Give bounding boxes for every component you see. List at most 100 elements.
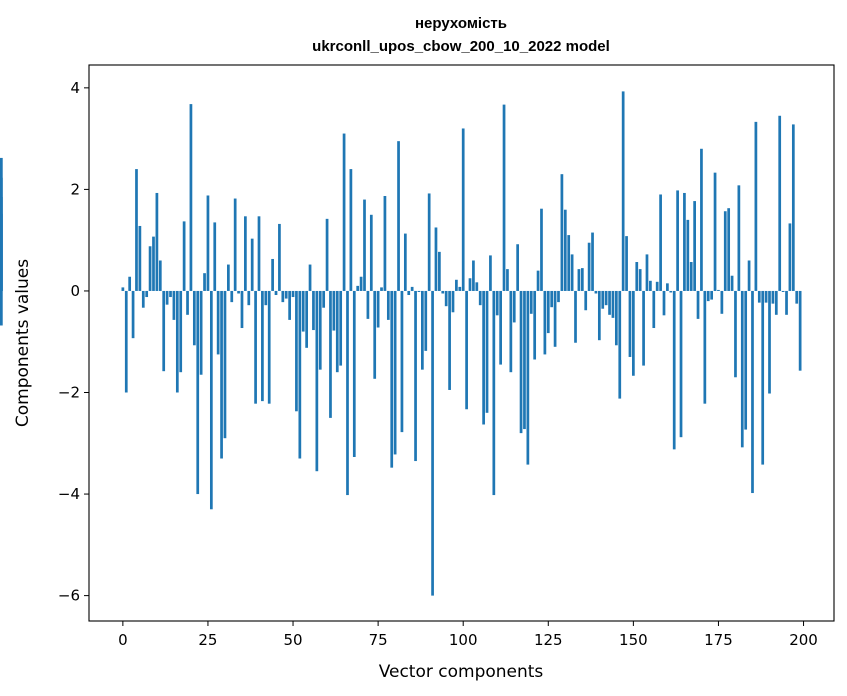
- bar: [175, 290, 179, 393]
- y-tick-label: 4: [70, 79, 80, 97]
- bar: [635, 262, 639, 291]
- bar: [550, 290, 554, 308]
- bar: [543, 290, 547, 355]
- bar: [676, 190, 679, 291]
- bar: [267, 290, 271, 404]
- bar: [686, 219, 690, 291]
- bar: [730, 275, 734, 291]
- chart-subtitle: ukrconll_upos_cbow_200_10_2022 model: [312, 38, 610, 55]
- plot-area-frame: [88, 64, 835, 622]
- bar: [761, 290, 765, 465]
- bar: [332, 290, 336, 331]
- bar: [455, 279, 458, 291]
- chart-title: нерухомість: [415, 15, 507, 32]
- bar: [754, 121, 758, 291]
- bar: [696, 290, 700, 319]
- bar: [645, 254, 649, 291]
- bar: [720, 290, 724, 314]
- bar: [723, 211, 727, 291]
- y-tick-label: 2: [70, 180, 80, 198]
- bar: [567, 235, 571, 291]
- bar: [339, 290, 343, 366]
- y-tick-label: −6: [58, 587, 80, 605]
- bar: [744, 290, 748, 430]
- bar: [192, 290, 196, 346]
- bar: [608, 290, 611, 315]
- bar: [349, 169, 353, 291]
- x-tick-label: 75: [369, 631, 388, 649]
- bar: [250, 238, 254, 291]
- bar: [152, 236, 155, 291]
- bar: [281, 290, 285, 303]
- bar: [516, 244, 520, 291]
- bar: [138, 225, 142, 291]
- bar: [475, 282, 479, 291]
- bar: [587, 242, 591, 291]
- x-tick-label: 0: [118, 631, 128, 649]
- bar: [427, 193, 431, 291]
- bar: [751, 290, 754, 494]
- bar: [604, 290, 608, 306]
- bar: [768, 290, 771, 394]
- bar: [717, 289, 720, 291]
- bar: [403, 233, 407, 291]
- bar: [628, 290, 632, 357]
- bar: [366, 290, 370, 319]
- x-tick-label: 150: [619, 631, 648, 649]
- bar: [764, 290, 768, 303]
- bar: [0, 290, 3, 326]
- bar: [346, 290, 349, 496]
- bar: [662, 290, 666, 316]
- bar: [186, 290, 189, 315]
- bar: [557, 290, 560, 303]
- bar: [785, 290, 788, 315]
- bar: [506, 269, 509, 291]
- bar: [781, 290, 785, 292]
- bar: [529, 290, 533, 314]
- x-tick-label: 25: [198, 631, 217, 649]
- bar: [655, 281, 659, 291]
- bar: [257, 216, 261, 291]
- bar: [574, 290, 577, 343]
- bar: [523, 290, 526, 430]
- bar: [203, 273, 206, 291]
- bar: [798, 290, 802, 371]
- bar: [414, 290, 417, 462]
- bar: [179, 290, 183, 373]
- bar: [318, 290, 322, 370]
- bar: [298, 290, 302, 459]
- bar: [441, 290, 445, 294]
- bar: [672, 290, 676, 450]
- bar: [220, 290, 223, 459]
- bar: [148, 246, 152, 291]
- bar: [438, 251, 441, 291]
- bar: [448, 290, 451, 390]
- bar: [227, 264, 230, 291]
- bar: [0, 197, 3, 291]
- bar: [261, 290, 264, 402]
- bar: [162, 290, 166, 372]
- bar: [458, 286, 462, 291]
- bar: [305, 290, 308, 348]
- bar: [373, 290, 377, 379]
- bar: [526, 290, 530, 465]
- x-tick-label: 125: [534, 631, 563, 649]
- bar: [206, 195, 210, 291]
- bar: [431, 290, 434, 596]
- bar: [478, 290, 482, 306]
- bar: [710, 290, 714, 300]
- bar: [230, 290, 234, 303]
- bar: [632, 290, 635, 376]
- bar: [472, 260, 475, 291]
- bar: [216, 290, 220, 355]
- bar: [771, 290, 775, 304]
- bar: [329, 290, 332, 418]
- bar: [740, 290, 744, 448]
- bar: [638, 269, 642, 291]
- bar: [335, 290, 339, 373]
- bar: [614, 290, 618, 346]
- bar: [580, 268, 584, 291]
- x-axis-label: Vector components: [379, 662, 544, 682]
- bar: [468, 278, 472, 291]
- bar: [669, 290, 673, 293]
